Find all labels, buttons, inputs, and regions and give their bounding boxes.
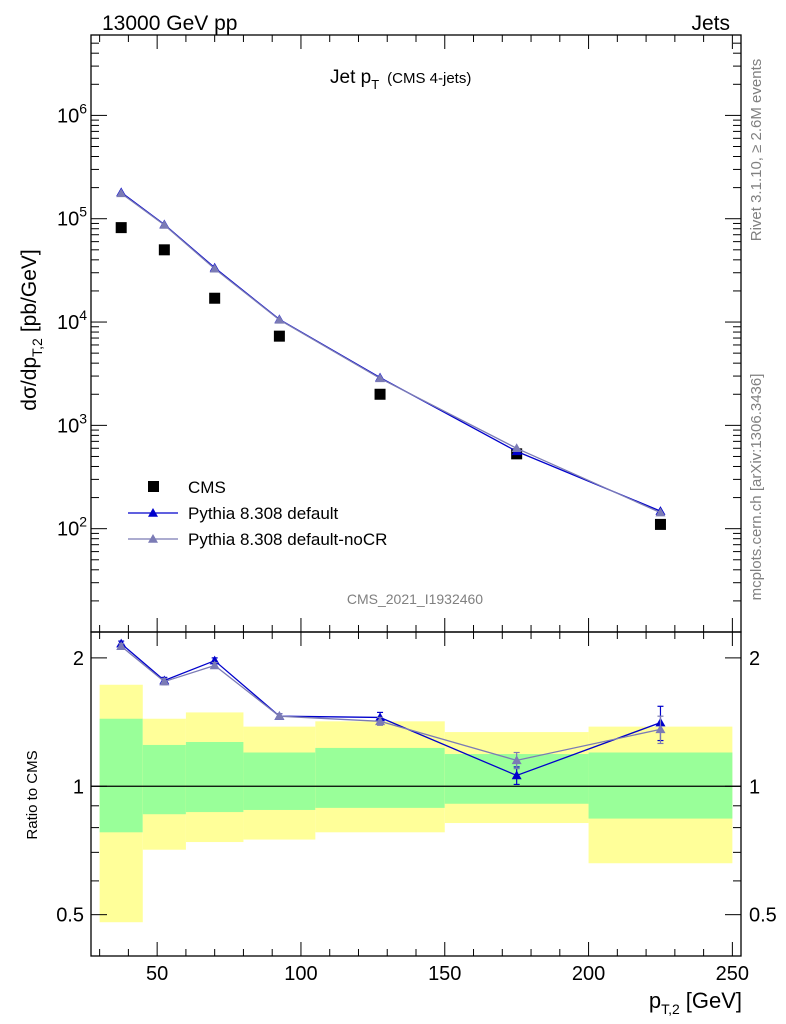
ratio-marker-1-3 <box>274 711 285 720</box>
ratio-tick-label-right-0.5: 0.5 <box>749 905 777 927</box>
ratio-tick-label-left-2: 2 <box>73 648 84 670</box>
cms-point-0 <box>115 222 127 234</box>
legend-label-1: Pythia 8.308 default <box>188 504 339 523</box>
legend-marker-1 <box>148 508 158 517</box>
ratio-axis-label: Ratio to CMS <box>24 750 41 839</box>
x-tick-label-150: 150 <box>428 963 461 985</box>
x-axis-ticks: 50 100 150 200 250 <box>99 35 749 985</box>
header-right: Jets <box>691 12 730 35</box>
ratio-tick-label-left-1: 1 <box>73 776 84 798</box>
analysis-id: CMS_2021_I1932460 <box>347 591 483 607</box>
main-y-axis-ticks: 102 103 104 105 106 <box>57 34 741 633</box>
plot-title: Jet pT (CMS 4-jets) <box>330 67 471 92</box>
band-inner-1 <box>142 744 186 815</box>
band-inner-6 <box>588 752 733 819</box>
main-marker-2-6 <box>655 507 666 517</box>
y-tick-label-3: 103 <box>57 410 87 437</box>
ratio-marker-1-2 <box>209 660 220 670</box>
ratio-marker-1-1 <box>159 676 170 686</box>
main-series <box>115 187 666 530</box>
x-axis-label: pT,2 [GeV] <box>649 988 742 1017</box>
header-left: 13000 GeV pp <box>102 12 237 35</box>
ratio-marker-1-4 <box>375 716 386 726</box>
rivet-version-text: Rivet 3.1.10, ≥ 2.6M events <box>748 59 765 242</box>
cms-point-2 <box>209 292 221 304</box>
main-marker-2-1 <box>159 219 170 229</box>
y-tick-label-2: 102 <box>57 514 87 541</box>
band-inner-4 <box>315 747 445 808</box>
main-line-1 <box>120 191 661 512</box>
x-tick-label-50: 50 <box>146 963 168 985</box>
legend-label-0: CMS <box>188 478 226 497</box>
main-marker-2-5 <box>511 443 522 453</box>
main-marker-2-2 <box>209 263 220 273</box>
cms-point-6 <box>654 518 666 530</box>
x-tick-label-200: 200 <box>572 963 605 985</box>
mcplots-text: mcplots.cern.ch [arXiv:1306.3436] <box>748 374 765 601</box>
legend-label-2: Pythia 8.308 default-noCR <box>188 530 387 549</box>
y-tick-label-5: 105 <box>57 204 87 231</box>
y-tick-label-4: 104 <box>57 307 87 334</box>
y-tick-label-6: 106 <box>57 100 87 127</box>
legend-marker-2 <box>148 534 158 543</box>
legend: CMS Pythia 8.308 default Pythia 8.308 defa… <box>128 478 387 549</box>
cms-point-4 <box>374 388 386 400</box>
band-inner-2 <box>185 742 244 813</box>
legend-marker-0 <box>148 481 159 492</box>
band-inner-3 <box>243 752 316 810</box>
main-marker-2-4 <box>375 373 386 383</box>
cms-point-3 <box>273 330 285 342</box>
ratio-marker-1-6 <box>655 724 666 734</box>
ratio-tick-label-right-1: 1 <box>749 776 760 798</box>
main-marker-2-0 <box>116 188 127 198</box>
x-tick-label-100: 100 <box>284 963 317 985</box>
ratio-y-axis-ticks: 0.5 0.5 1 1 2 2 <box>56 648 777 927</box>
ratio-marker-0-5 <box>511 770 522 780</box>
ratio-tick-label-right-2: 2 <box>749 648 760 670</box>
band-inner-0 <box>99 718 143 833</box>
ratio-series <box>116 638 666 786</box>
ratio-tick-label-left-0.5: 0.5 <box>56 905 84 927</box>
ratio-marker-1-0 <box>116 641 127 650</box>
ratio-marker-1-5 <box>511 755 522 765</box>
x-tick-label-250: 250 <box>716 963 749 985</box>
main-line-2 <box>120 192 661 514</box>
cms-point-1 <box>158 244 170 256</box>
main-marker-2-3 <box>274 314 285 324</box>
ratio-bands <box>99 684 733 923</box>
y-axis-label: dσ/dpT,2[pb/GeV] <box>18 249 45 410</box>
